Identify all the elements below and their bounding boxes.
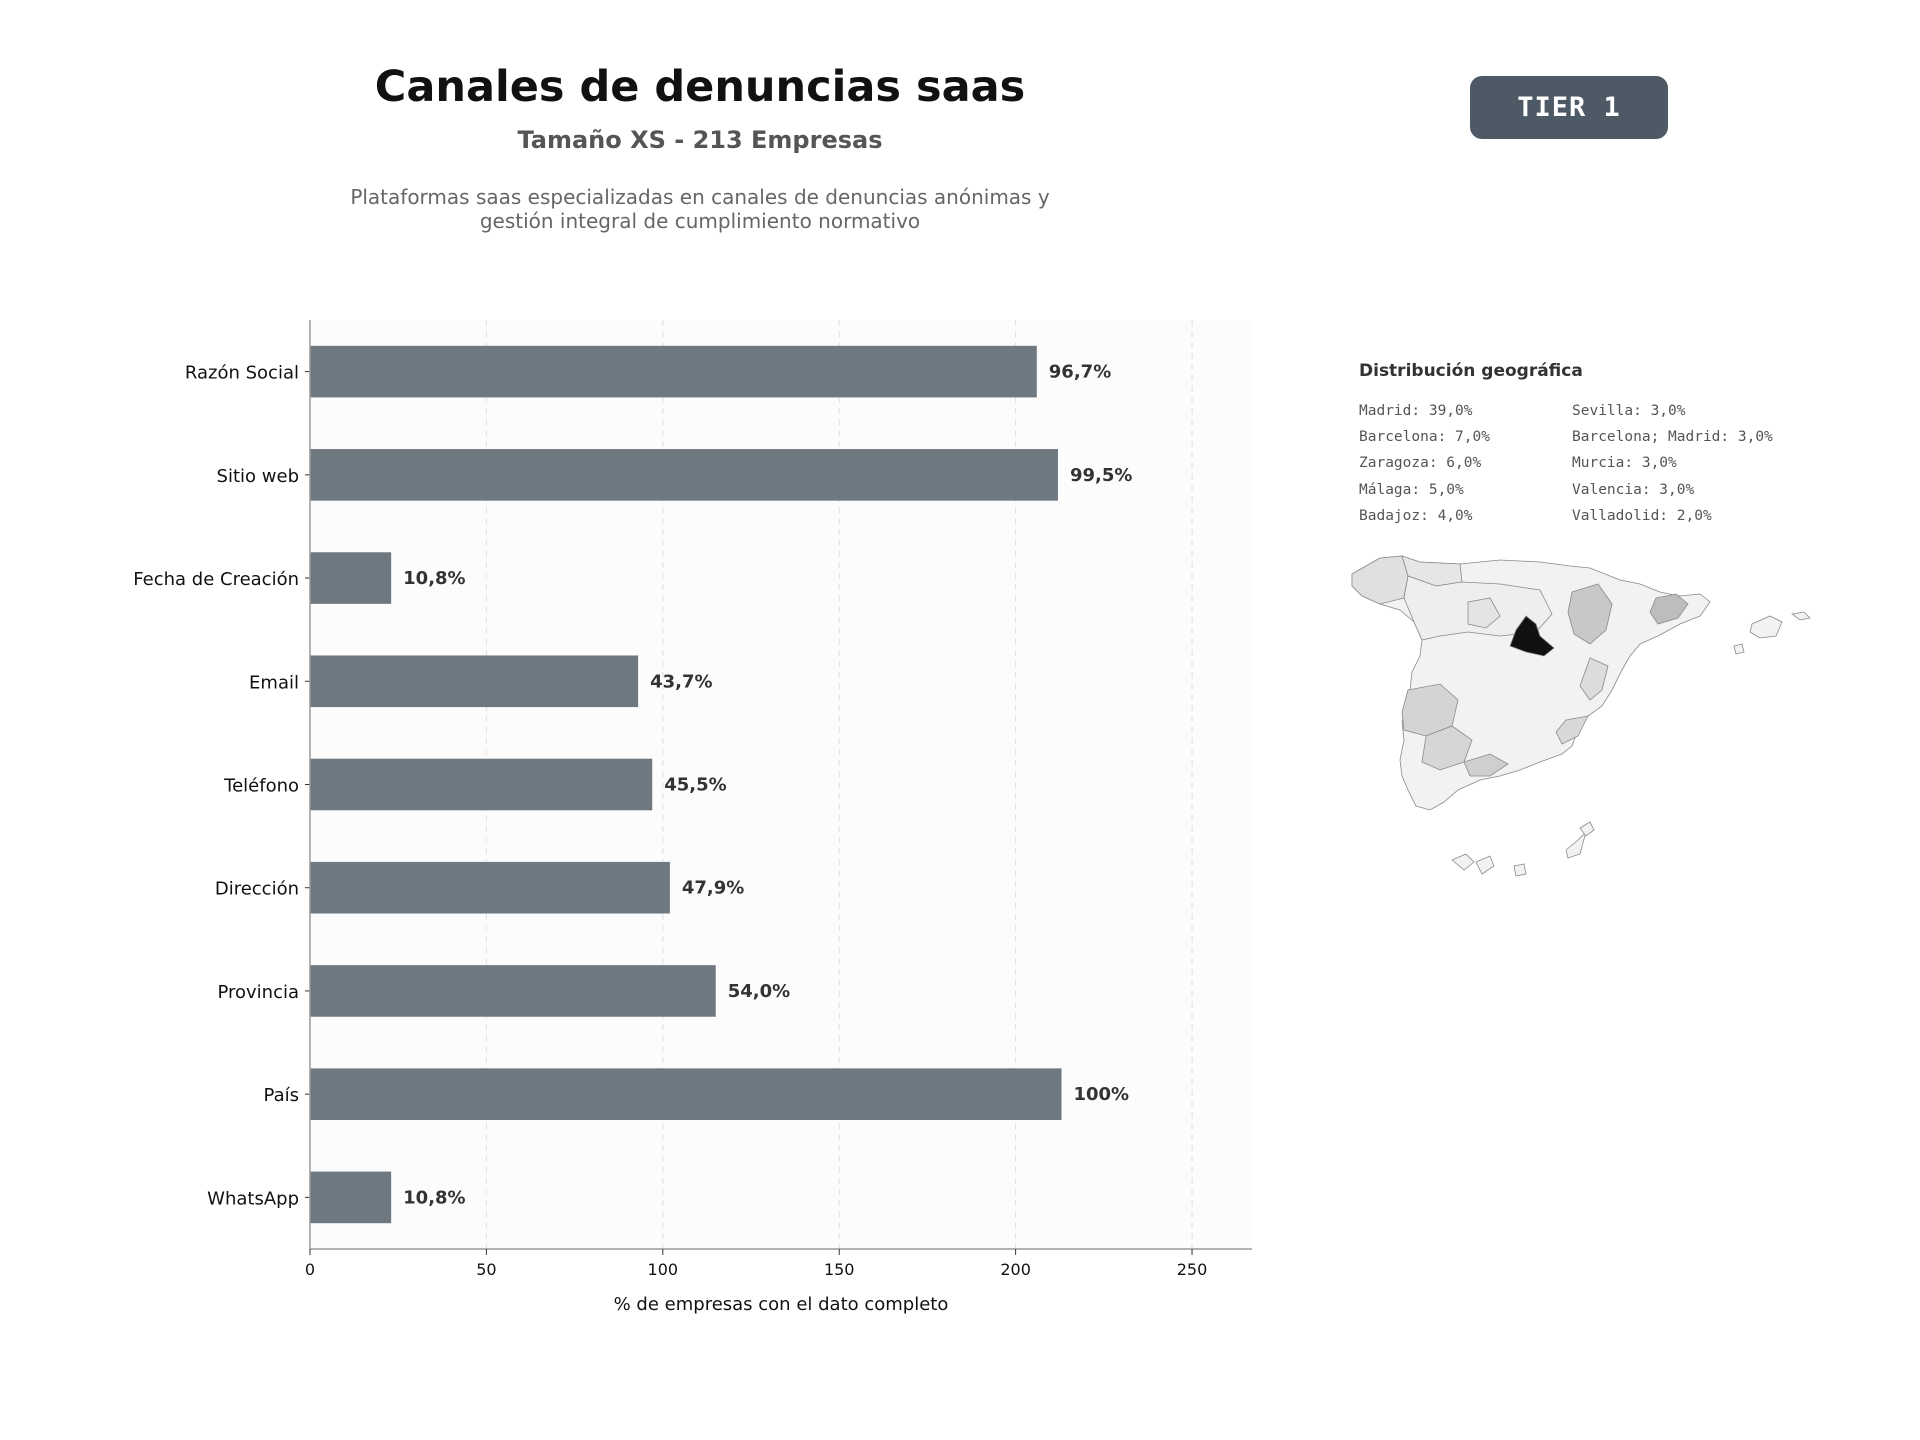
y-tick-label: WhatsApp xyxy=(207,1188,299,1209)
data-label: 10,8% xyxy=(403,568,465,589)
map-regions xyxy=(1351,555,1811,877)
map-region-mallorca xyxy=(1749,615,1783,639)
data-label: 100% xyxy=(1073,1084,1129,1105)
spain-map xyxy=(1351,555,1811,877)
map-region-madrid xyxy=(1509,615,1555,657)
geo-distribution-title: Distribución geográfica xyxy=(1359,361,1583,381)
x-tick-label: 100 xyxy=(648,1260,679,1279)
geo-item: Valladolid: 2,0% xyxy=(1572,507,1712,524)
y-tick-label: Teléfono xyxy=(223,776,299,797)
x-tick-label: 150 xyxy=(824,1260,855,1279)
map-region-malaga xyxy=(1463,753,1509,777)
geo-list-column-1: Madrid: 39,0% Barcelona: 7,0% Zaragoza: … xyxy=(1359,398,1490,529)
data-label: 10,8% xyxy=(403,1187,465,1208)
map-region-barcelona xyxy=(1649,593,1689,625)
data-label: 45,5% xyxy=(664,775,726,796)
map-region-ibiza xyxy=(1733,643,1745,655)
description-line-1: Plataformas saas especializadas en canal… xyxy=(350,185,1050,209)
map-region-galicia xyxy=(1351,555,1409,605)
geo-list-column-2: Sevilla: 3,0% Barcelona; Madrid: 3,0% Mu… xyxy=(1572,398,1773,529)
bar xyxy=(310,449,1058,501)
y-tick-label: Sitio web xyxy=(217,466,299,487)
map-region-murcia xyxy=(1555,715,1589,745)
y-tick-label: Provincia xyxy=(217,982,299,1003)
chart-subtitle: Tamaño XS - 213 Empresas xyxy=(517,126,883,154)
data-label: 43,7% xyxy=(650,671,712,692)
y-tick-label: País xyxy=(264,1085,299,1106)
x-tick-label: 0 xyxy=(305,1260,315,1279)
map-region-menorca xyxy=(1791,611,1811,621)
x-axis-label: % de empresas con el dato completo xyxy=(614,1294,949,1315)
y-tick-label: Fecha de Creación xyxy=(133,569,299,590)
geo-item: Zaragoza: 6,0% xyxy=(1359,455,1482,472)
map-region-valladolid xyxy=(1467,597,1501,629)
x-tick-label: 250 xyxy=(1177,1260,1208,1279)
geo-item: Murcia: 3,0% xyxy=(1572,455,1677,472)
data-label: 99,5% xyxy=(1070,465,1132,486)
data-label: 96,7% xyxy=(1049,362,1111,383)
map-region-canarias-2 xyxy=(1475,855,1495,875)
map-region-zaragoza xyxy=(1567,583,1613,645)
bar xyxy=(310,1068,1062,1120)
map-region-canarias-5 xyxy=(1579,821,1595,837)
map-region-canarias-3 xyxy=(1513,863,1527,877)
geo-item: Sevilla: 3,0% xyxy=(1572,403,1686,419)
chart-title: Canales de denuncias saas xyxy=(374,62,1026,112)
map-region-valencia xyxy=(1579,657,1609,701)
y-tick-label: Razón Social xyxy=(185,363,299,384)
map-region-canarias-4 xyxy=(1565,830,1587,859)
geo-item: Badajoz: 4,0% xyxy=(1359,507,1473,524)
geo-item: Málaga: 5,0% xyxy=(1359,481,1464,498)
geo-item: Barcelona; Madrid: 3,0% xyxy=(1572,429,1773,446)
bar xyxy=(310,1171,392,1224)
map-region-canarias-1 xyxy=(1451,853,1475,871)
geo-item: Barcelona: 7,0% xyxy=(1359,429,1490,446)
bar xyxy=(310,758,653,811)
bar xyxy=(310,655,639,708)
data-label: 47,9% xyxy=(682,878,744,899)
tier-badge: TIER 1 xyxy=(1470,76,1668,139)
description-line-2: gestión integral de cumplimiento normati… xyxy=(479,209,921,233)
data-label: 54,0% xyxy=(728,981,790,1002)
x-tick-label: 50 xyxy=(476,1260,496,1279)
bar xyxy=(310,345,1037,398)
y-tick-label: Email xyxy=(249,672,299,693)
bar xyxy=(310,552,392,604)
geo-item: Madrid: 39,0% xyxy=(1359,403,1473,419)
x-tick-label: 200 xyxy=(1000,1260,1031,1279)
bar xyxy=(310,861,670,914)
geo-item: Valencia: 3,0% xyxy=(1572,481,1695,498)
bar xyxy=(310,965,716,1017)
chart-description: Plataformas saas especializadas en canal… xyxy=(320,185,1080,233)
y-tick-label: Dirección xyxy=(215,879,299,900)
